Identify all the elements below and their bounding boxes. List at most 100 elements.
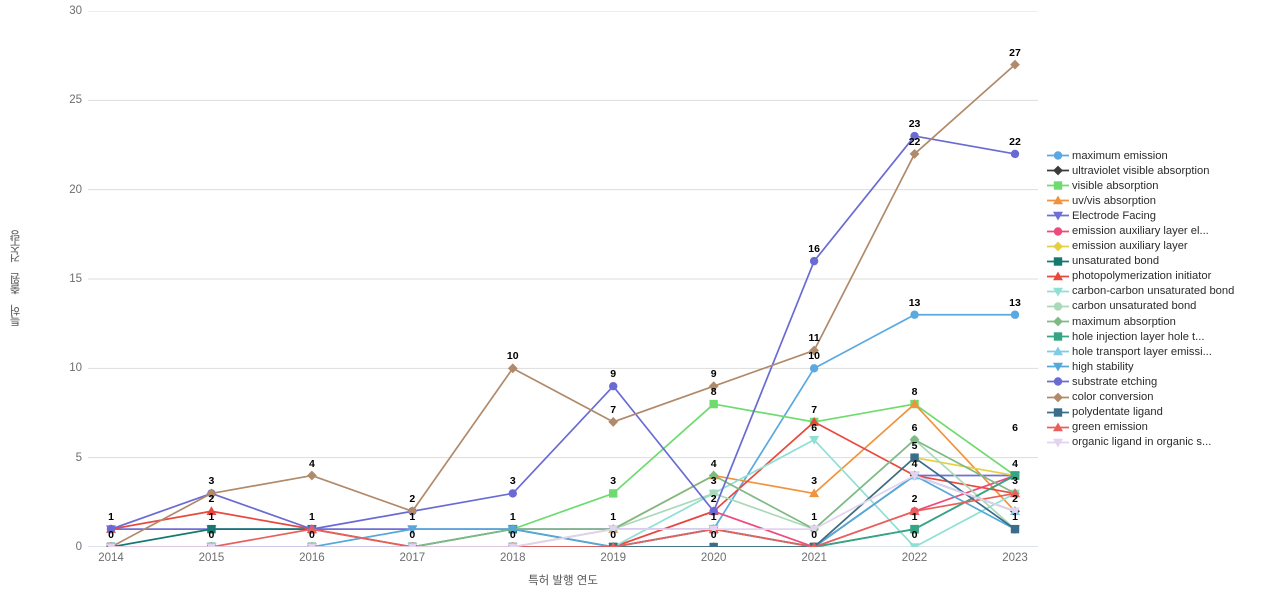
y-tick-label: 15: [69, 273, 82, 285]
legend-item[interactable]: Electrode Facing: [1046, 208, 1278, 223]
data-point-marker: [1053, 332, 1063, 341]
legend-marker-icon: [1046, 240, 1070, 253]
x-tick-label: 2018: [499, 552, 526, 564]
data-point-marker: [708, 470, 719, 481]
legend-marker-icon: [1046, 330, 1070, 343]
legend-item-label: maximum emission: [1072, 149, 1168, 162]
data-point-marker: [507, 543, 518, 547]
legend-marker-icon: [1046, 270, 1070, 283]
data-point-marker: [609, 382, 618, 391]
legend-marker-icon: [1046, 285, 1070, 298]
series-line: [111, 492, 1016, 547]
legend-item-label: unsaturated bond: [1072, 255, 1160, 268]
legend-item[interactable]: carbon-carbon unsaturated bond: [1046, 284, 1278, 299]
legend-item[interactable]: uv/vis absorption: [1046, 193, 1278, 208]
data-point-marker: [1053, 271, 1063, 281]
data-point-marker: [1010, 507, 1020, 517]
legend-item-label: green emission: [1072, 421, 1148, 434]
series-line: [110, 63, 1016, 547]
legend-item[interactable]: maximum emission: [1046, 148, 1278, 163]
legend-item[interactable]: substrate etching: [1046, 374, 1278, 389]
legend-item-label: substrate etching: [1072, 375, 1158, 388]
legend-item[interactable]: unsaturated bond: [1046, 254, 1278, 269]
legend-item[interactable]: ultraviolet visible absorption: [1046, 163, 1278, 178]
data-point-marker: [508, 489, 517, 498]
data-point-marker: [206, 488, 217, 499]
series-10: [106, 435, 1020, 547]
data-point-marker: [1053, 287, 1063, 297]
legend-item[interactable]: polydentate ligand: [1046, 405, 1278, 420]
legend-item[interactable]: hole injection layer hole t...: [1046, 329, 1278, 344]
legend-item-label: photopolymerization initiator: [1072, 270, 1212, 283]
data-point-marker: [206, 506, 217, 516]
series-line: [111, 403, 1016, 547]
data-point-marker: [909, 149, 920, 159]
data-point-marker: [809, 345, 820, 356]
series-line: [111, 438, 1016, 547]
legend-item-label: organic ligand in organic s...: [1072, 436, 1212, 449]
legend-item[interactable]: emission auxiliary layer el...: [1046, 223, 1278, 238]
data-point-marker: [1053, 407, 1063, 417]
legend-item[interactable]: photopolymerization initiator: [1046, 269, 1278, 284]
data-point-marker: [809, 525, 820, 535]
data-point-marker: [909, 434, 920, 445]
data-point-marker: [910, 524, 919, 534]
x-axis-title: 특허 발행 연도: [528, 575, 598, 587]
series-3: [108, 399, 1020, 547]
data-point-marker: [1053, 422, 1063, 431]
data-point-marker: [709, 507, 718, 516]
data-point-marker: [1053, 165, 1063, 176]
legend-marker-icon: [1046, 300, 1070, 313]
legend-item[interactable]: visible absorption: [1046, 178, 1278, 193]
legend-marker-icon: [1046, 421, 1070, 434]
legend-item[interactable]: green emission: [1046, 420, 1278, 435]
y-axis-title: 특허 출원 건수량: [6, 11, 26, 547]
legend-item[interactable]: hole transport layer emissi...: [1046, 344, 1278, 359]
series-2: [106, 399, 1020, 547]
data-point-marker: [1053, 241, 1063, 252]
data-point-marker: [306, 470, 317, 481]
legend-item-label: hole transport layer emissi...: [1072, 345, 1212, 358]
legend-item[interactable]: high stability: [1046, 359, 1278, 374]
legend-item[interactable]: organic ligand in organic s...: [1046, 435, 1278, 450]
legend-item[interactable]: color conversion: [1046, 390, 1278, 405]
series-19: [106, 471, 1020, 547]
legend-marker-icon: [1046, 391, 1070, 404]
data-point-marker: [1053, 377, 1063, 387]
x-tick-label: 2015: [198, 552, 225, 564]
data-point-marker: [909, 399, 920, 408]
y-axis-title-text: 특허 출원 건수량: [10, 231, 22, 327]
data-point-marker: [1010, 524, 1020, 534]
legend-item[interactable]: maximum absorption: [1046, 314, 1278, 329]
data-point-marker: [809, 416, 820, 426]
legend-item-label: emission auxiliary layer: [1072, 240, 1188, 253]
legend-item-label: visible absorption: [1072, 179, 1159, 192]
series-12: [106, 471, 1020, 547]
data-point-marker: [1053, 151, 1063, 160]
x-tick-label: 2021: [801, 552, 827, 564]
legend-marker-icon: [1046, 149, 1070, 162]
data-point-marker: [1053, 438, 1063, 448]
data-point-marker: [1053, 257, 1063, 266]
series-line: [111, 474, 1016, 547]
legend-marker-icon: [1046, 255, 1070, 268]
data-point-marker: [708, 525, 719, 535]
data-point-marker: [407, 506, 418, 517]
y-tick-label: 10: [69, 362, 82, 375]
series-4: [106, 471, 1020, 547]
legend-item[interactable]: emission auxiliary layer: [1046, 239, 1278, 254]
x-tick-label: 2019: [600, 552, 627, 564]
data-point-marker: [909, 471, 920, 481]
y-tick-label: 0: [75, 541, 82, 553]
legend-marker-icon: [1046, 345, 1070, 358]
x-tick-label: 2017: [399, 552, 426, 564]
legend-marker-icon: [1046, 164, 1070, 177]
legend-item[interactable]: carbon unsaturated bond: [1046, 299, 1278, 314]
x-tick-label: 2023: [1002, 552, 1028, 564]
data-point-marker: [507, 363, 518, 374]
series-11: [106, 434, 1020, 547]
data-point-marker: [1053, 226, 1063, 236]
data-point-marker: [709, 489, 718, 498]
y-tick-label: 30: [69, 5, 82, 17]
data-point-marker: [206, 543, 217, 547]
